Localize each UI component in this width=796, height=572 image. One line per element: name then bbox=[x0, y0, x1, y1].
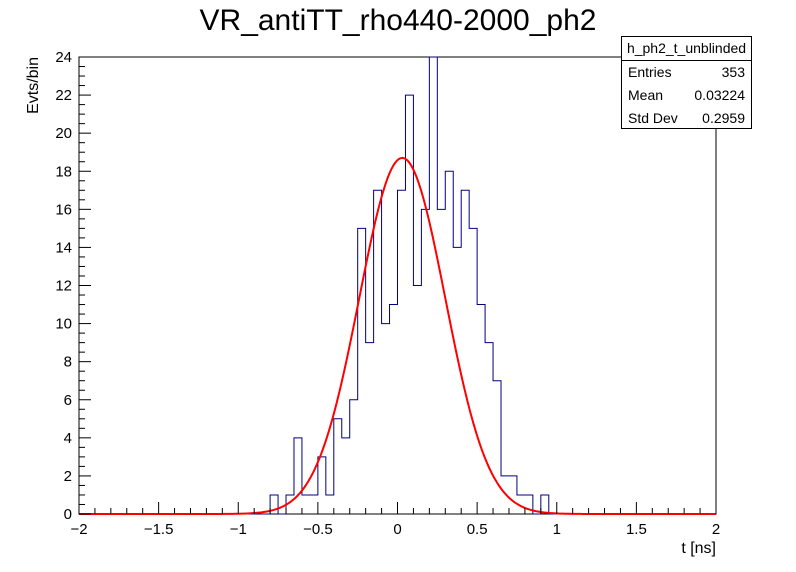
y-tick-label: 22 bbox=[55, 87, 72, 104]
stats-row-mean: Mean 0.03224 bbox=[622, 84, 751, 107]
y-tick-label: 14 bbox=[55, 239, 72, 256]
stats-label: Std Dev bbox=[628, 110, 678, 126]
stats-row-std-dev: Std Dev 0.2959 bbox=[622, 107, 751, 130]
y-tick-label: 2 bbox=[64, 468, 72, 485]
y-tick-label: 20 bbox=[55, 125, 72, 142]
stats-row-entries: Entries 353 bbox=[622, 61, 751, 84]
stats-value: 0.03224 bbox=[694, 87, 745, 103]
y-tick-label: 8 bbox=[64, 354, 72, 371]
x-tick-label: 0.5 bbox=[467, 521, 488, 538]
x-tick-label: 1.5 bbox=[626, 521, 647, 538]
x-tick-label: 1 bbox=[553, 521, 561, 538]
gaussian-fit-curve bbox=[79, 156, 716, 515]
x-tick-label: 0 bbox=[393, 521, 401, 538]
stats-label: Entries bbox=[628, 64, 672, 80]
stats-value: 0.2959 bbox=[702, 110, 745, 126]
y-tick-label: 10 bbox=[55, 316, 72, 333]
histogram-line bbox=[79, 56, 716, 515]
y-tick-label: 4 bbox=[64, 430, 72, 447]
stats-label: Mean bbox=[628, 87, 664, 103]
y-tick-label: 16 bbox=[55, 201, 72, 218]
stats-box: h_ph2_t_unblinded Entries 353 Mean 0.032… bbox=[621, 36, 752, 129]
y-tick-label: 0 bbox=[64, 506, 72, 523]
x-tick-label: −1.5 bbox=[144, 521, 174, 538]
x-tick-label: −0.5 bbox=[303, 521, 333, 538]
y-tick-label: 18 bbox=[55, 163, 72, 180]
x-tick-label: −2 bbox=[70, 521, 87, 538]
stats-box-name: h_ph2_t_unblinded bbox=[622, 37, 751, 61]
chart-title: VR_antiTT_rho440-2000_ph2 bbox=[199, 4, 597, 37]
stats-value: 353 bbox=[721, 64, 745, 80]
y-tick-label: 24 bbox=[55, 49, 72, 66]
x-tick-label: −1 bbox=[230, 521, 247, 538]
x-tick-label: 2 bbox=[712, 521, 720, 538]
y-tick-label: 6 bbox=[64, 392, 72, 409]
y-axis-label: Evts/bin bbox=[25, 57, 42, 114]
y-tick-label: 12 bbox=[55, 278, 72, 295]
x-axis-label: t [ns] bbox=[681, 540, 716, 557]
